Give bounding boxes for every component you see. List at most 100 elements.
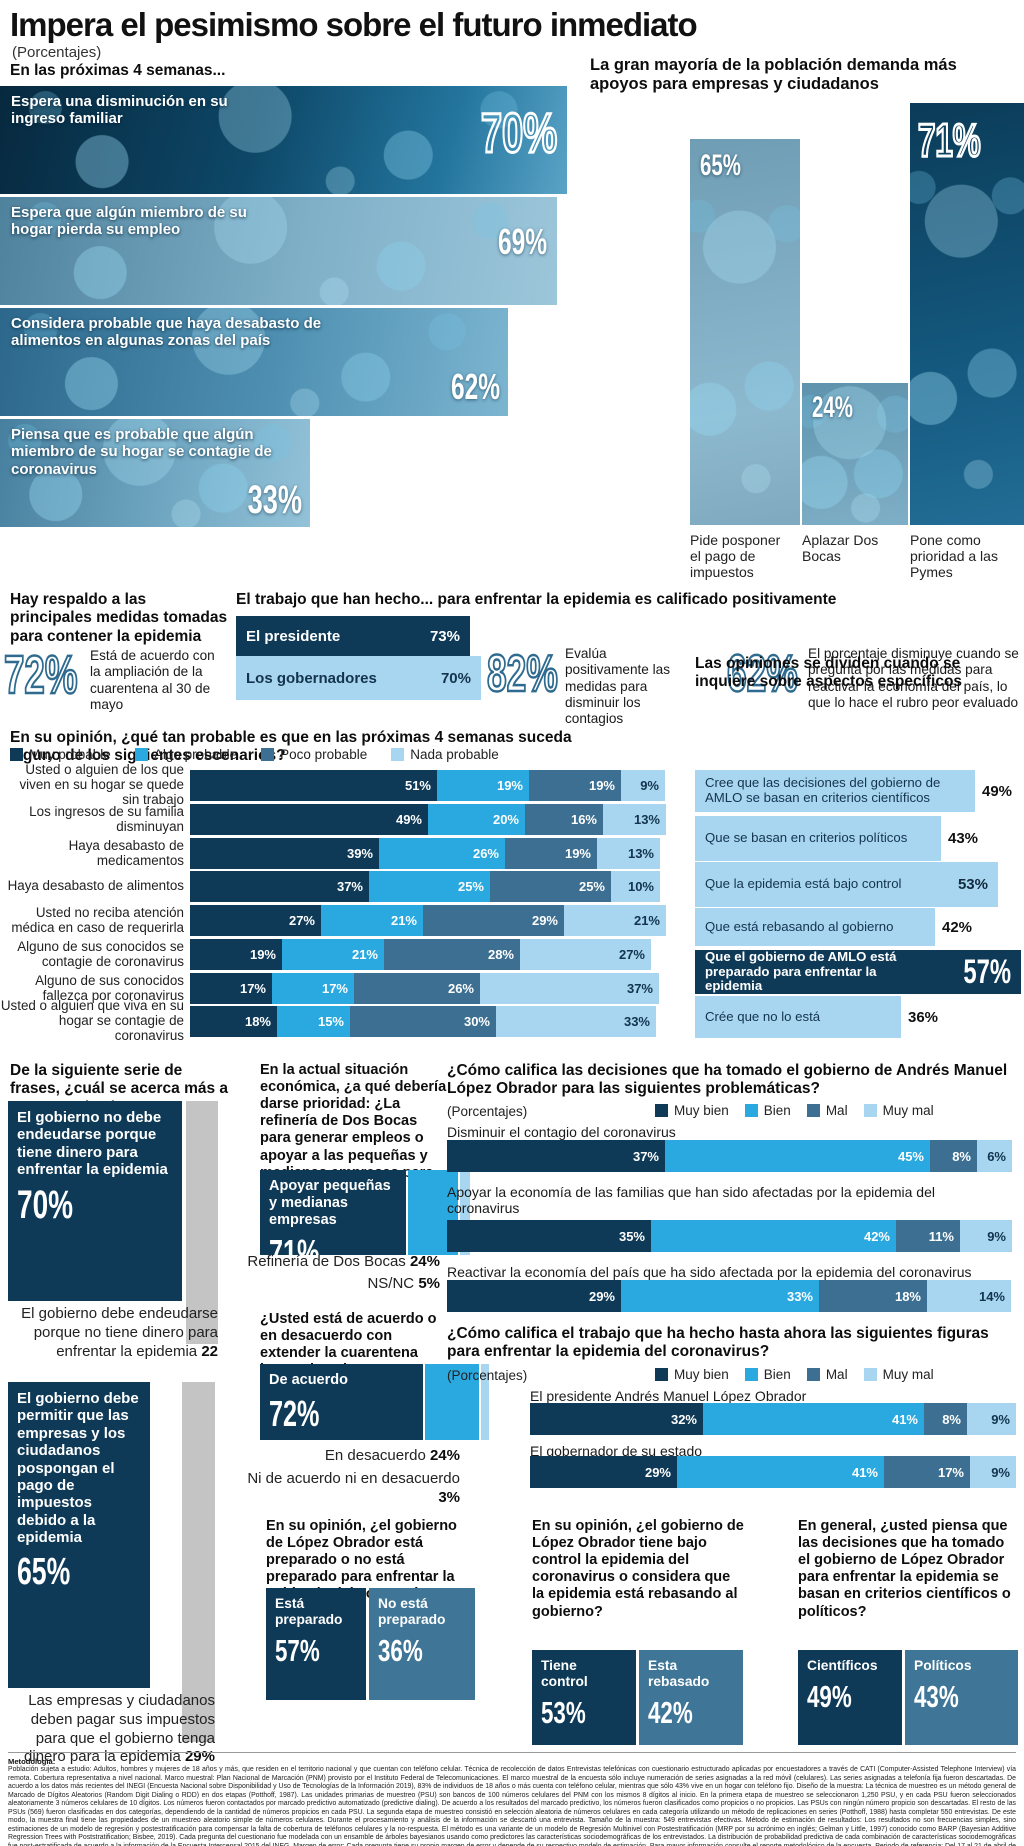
stacked-bar: 27% 21% 29% 21%	[190, 905, 666, 936]
counter-caption: El gobierno debe endeudarse porque no ti…	[0, 1305, 218, 1361]
row-label: Usted o alguien que viva en su hogar se …	[0, 998, 184, 1043]
quarantine-strip-desacuerdo	[425, 1364, 479, 1440]
opinion-row: Que la epidemia está bajo control 53%	[695, 862, 998, 907]
segment: 26%	[379, 838, 505, 869]
priority-strip-nsnc	[460, 1170, 470, 1255]
legend-swatch-poco-probable	[261, 748, 275, 761]
legend-item: Nada probable	[391, 747, 499, 762]
segment: 33%	[621, 1280, 819, 1312]
segment: 25%	[490, 871, 611, 902]
segment: 20%	[428, 804, 525, 835]
methodology-text: Población sujeta a estudio: Adultos, hom…	[8, 1766, 1016, 1846]
segment: 8%	[924, 1403, 967, 1435]
segment: 27%	[520, 939, 651, 970]
opinion-row: Cree que las decisiones del gobierno de …	[695, 770, 1012, 812]
quarantine-caption: Ni de acuerdo ni en desacuerdo 3%	[245, 1470, 460, 1508]
segment: 39%	[190, 838, 379, 869]
segment: 19%	[190, 939, 282, 970]
section-heading-figuras: ¿Cómo califica el trabajo que ha hecho h…	[447, 1325, 989, 1361]
answer-label: Está preparado	[275, 1596, 343, 1627]
bar-label: Considera probable que haya desabasto de…	[11, 315, 322, 350]
page-title: Impera el pesimismo sobre el futuro inme…	[10, 6, 698, 43]
bar-value: 33%	[247, 478, 302, 522]
bar-label: Crée que no lo está	[705, 1008, 821, 1024]
legend-swatch-nada-probable	[391, 748, 405, 761]
segment: 19%	[529, 770, 621, 801]
bar-value: 43%	[948, 830, 979, 847]
answer-value: 49%	[807, 1678, 852, 1714]
legend-swatch-muy-mal	[863, 1368, 877, 1381]
bar-value: 57%	[963, 952, 1011, 991]
legend-swatch-muy-bien	[655, 1104, 668, 1117]
segment: 15%	[277, 1006, 350, 1037]
segment: 19%	[437, 770, 529, 801]
bar-value: 62%	[450, 366, 500, 407]
stacked-bar: 39% 26% 19% 13%	[190, 838, 660, 869]
legend-label: Mal	[825, 1367, 848, 1382]
option-label: Ni de acuerdo ni en desacuerdo	[247, 1470, 460, 1487]
stacked-bar: 19% 21% 28% 27%	[190, 939, 651, 970]
answer-box-esta-rebasado: Esta rebasado 42%	[639, 1650, 743, 1745]
segment: 10%	[611, 871, 660, 902]
counter-strip	[186, 1101, 218, 1344]
option-label: Apoyar pequeñas y medianas empresas	[269, 1178, 391, 1228]
segment: 32%	[530, 1403, 703, 1435]
priority-caption: Refinería de Dos Bocas 24%	[240, 1253, 440, 1272]
opinion-row: Crée que no lo está 36%	[695, 996, 938, 1038]
scenario-row: Alguno de sus conocidos se contagie de c…	[0, 939, 651, 970]
decisiones-legend: Muy bien Bien Mal Muy mal	[655, 1103, 934, 1118]
segment: 17%	[272, 973, 354, 1004]
kpi-62-text: El porcentaje disminuye cuando se pregun…	[808, 646, 1019, 710]
option-label: NS/NC	[367, 1275, 415, 1292]
segment: 13%	[603, 804, 666, 835]
answer-box-tiene-control: Tiene control 53%	[532, 1650, 636, 1745]
segment: 33%	[496, 1006, 656, 1037]
legend-swatch-bien	[744, 1104, 758, 1117]
legend-label: Nada probable	[410, 747, 499, 762]
segment: 28%	[384, 939, 520, 970]
legend-label: Bien	[763, 1103, 791, 1118]
bar-value: 36%	[908, 1008, 939, 1026]
legend-item: Bien	[744, 1103, 791, 1118]
segment: 35%	[447, 1220, 651, 1252]
segment: 21%	[564, 905, 666, 936]
photo-bar-contagio: Piensa que es probable que algún miembro…	[0, 419, 310, 527]
section-heading-criterios: En general, ¿usted piensa que las decisi…	[798, 1518, 1011, 1620]
option-value: 24%	[429, 1447, 460, 1464]
rating-bar: 29% 41% 17% 9%	[530, 1456, 1016, 1488]
legend-item: Bien	[744, 1367, 791, 1382]
segment: 29%	[447, 1280, 621, 1312]
legend-item: Algo probable	[134, 747, 237, 762]
scenario-row: Usted no reciba atención médica en caso …	[0, 905, 666, 936]
stacked-bar: 18% 15% 30% 33%	[190, 1006, 656, 1037]
photo-bar-ingreso: Espera una disminución en su ingreso fam…	[0, 86, 567, 194]
legend-label: Mal	[825, 1103, 848, 1118]
bar-value: 24%	[812, 391, 853, 424]
segment: 6%	[977, 1140, 1012, 1172]
segment: 13%	[597, 838, 660, 869]
segment: 14%	[927, 1280, 1011, 1312]
segment: 37%	[190, 871, 369, 902]
porcentajes-note: (Porcentajes)	[447, 1368, 528, 1383]
scenario-row: Haya desabasto de medicamentos 39% 26% 1…	[0, 838, 660, 869]
opinion-bar-navy: Que el gobierno de AMLO está preparado p…	[695, 949, 1021, 994]
bar-value: 49%	[982, 782, 1013, 800]
legend-swatch-algo-probable	[134, 748, 148, 761]
answer-value: 42%	[648, 1694, 693, 1730]
legend-label: Muy bien	[674, 1103, 729, 1118]
segment: 21%	[282, 939, 384, 970]
answer-label: Políticos	[914, 1658, 972, 1673]
bar-value: 53%	[957, 876, 988, 893]
rating-label: El presidente Andrés Manuel López Obrado…	[530, 1388, 807, 1404]
segment: 18%	[190, 1006, 277, 1037]
segment: 17%	[884, 1456, 970, 1488]
option-label: En desacuerdo	[324, 1447, 426, 1464]
answer-value: 36%	[378, 1632, 423, 1668]
legend-swatch-muy-mal	[863, 1104, 877, 1117]
vbar-pymes: 71%	[910, 103, 1024, 525]
legend-item: Poco probable	[261, 747, 367, 762]
segment: 29%	[530, 1456, 677, 1488]
segment: 16%	[525, 804, 603, 835]
photo-bar-empleo: Espera que algún miembro de su hogar pie…	[0, 197, 557, 305]
stacked-bar: 37% 25% 25% 10%	[190, 871, 660, 902]
